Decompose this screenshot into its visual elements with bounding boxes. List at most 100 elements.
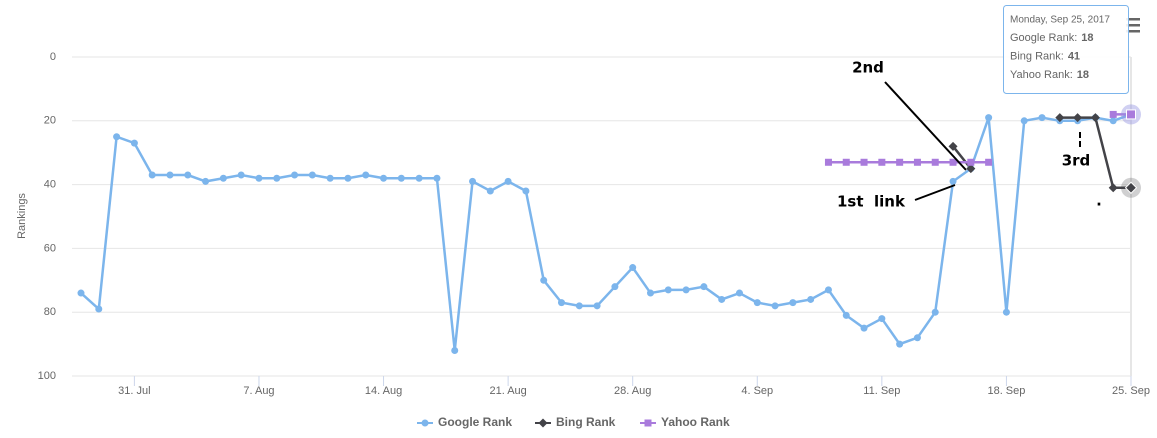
point [380,174,388,182]
x-tick-label: 25. Sep [1112,385,1150,397]
point [948,141,958,151]
point [558,299,566,307]
point [913,334,921,342]
point [860,324,868,332]
point [824,158,832,166]
point [789,299,797,307]
point [1124,181,1138,194]
point [421,419,429,427]
point [644,419,652,427]
series-line [952,116,1131,190]
x-tick-label: 31. Jul [118,385,150,397]
annotation: . [1096,192,1102,210]
point [504,177,512,185]
series-line [80,113,1132,351]
point [824,286,832,294]
point [1055,113,1065,123]
y-tick-label: 0 [50,51,56,63]
point [326,174,334,182]
point [451,346,459,354]
point [949,158,957,166]
point [646,289,654,297]
point [985,114,993,122]
y-tick-label: 100 [38,370,56,382]
point [538,418,548,428]
point [966,164,976,174]
point [522,187,530,195]
point [184,171,192,179]
point [735,289,743,297]
legend-label: Bing Rank [556,415,616,429]
point [77,289,85,297]
annotation: 2nd [852,59,884,77]
point [273,174,281,182]
x-tick-label: 28. Aug [614,385,651,397]
point [967,158,975,166]
point [540,276,548,284]
x-tick-label: 11. Sep [863,385,900,397]
point [344,174,352,182]
tooltip: Monday, Sep 25, 2017 Google Rank: 18 Bing … [1003,5,1129,94]
tooltip-row: Yahoo Rank: 18 [1010,69,1089,81]
point [718,295,726,303]
menu-button[interactable] [1126,18,1140,33]
tooltip-date: Monday, Sep 25, 2017 [1010,15,1110,26]
point [415,174,423,182]
tooltip-value: 41 [1068,50,1080,62]
point [629,264,637,272]
point [219,174,227,182]
point [807,295,815,303]
tooltip-box [1003,5,1129,94]
legend-label: Yahoo Rank [661,415,730,429]
tooltip-label: Yahoo Rank: [1010,69,1073,81]
point [202,177,210,185]
x-tick-label: 21. Aug [489,385,526,397]
point [1073,113,1083,123]
point [397,174,405,182]
menu-bar[interactable] [1126,30,1140,33]
tooltip-row: Bing Rank: 41 [1010,50,1080,62]
point [949,177,957,185]
point [611,283,619,291]
point [896,158,904,166]
point [842,311,850,319]
menu-bar[interactable] [1126,18,1140,21]
point [896,340,904,348]
menu-bar[interactable] [1126,24,1140,27]
tooltip-row: Google Rank: 18 [1010,32,1094,44]
point [1109,110,1117,118]
arrow [884,81,967,171]
point [931,158,939,166]
point [113,133,121,141]
x-tick-label: 7. Aug [243,385,274,397]
point [255,174,263,182]
point [1109,117,1117,125]
y-tick-label: 20 [44,115,56,127]
point [433,174,441,182]
legend-label: Google Rank [438,415,512,429]
point [1002,308,1010,316]
x-tick-label: 18. Sep [987,385,1025,397]
point [593,302,601,310]
point [362,171,370,179]
y-axis-title: Rankings [16,193,28,239]
point [860,158,868,166]
annotation: 1st link [837,193,906,211]
point [753,299,761,307]
y-tick-label: 80 [44,306,56,318]
point [931,308,939,316]
y-tick-label: 60 [44,242,56,254]
point [1020,117,1028,125]
point [575,302,583,310]
y-tick-label: 40 [44,179,56,191]
point [878,158,886,166]
point [700,283,708,291]
point [913,158,921,166]
x-tick-label: 14. Aug [365,385,402,397]
point [664,286,672,294]
point [130,139,138,147]
point [237,171,245,179]
point [486,187,494,195]
point [95,305,103,313]
